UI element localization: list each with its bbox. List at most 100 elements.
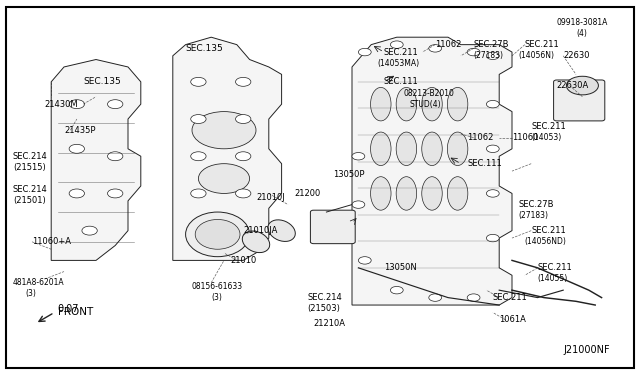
Text: SEC.211: SEC.211: [531, 122, 566, 131]
Circle shape: [198, 164, 250, 193]
Circle shape: [429, 294, 442, 301]
Circle shape: [69, 100, 84, 109]
Circle shape: [467, 48, 480, 56]
Text: SEC.214: SEC.214: [307, 293, 342, 302]
Ellipse shape: [268, 220, 295, 241]
Text: 21435P: 21435P: [64, 126, 95, 135]
PathPatch shape: [173, 37, 282, 260]
Ellipse shape: [422, 87, 442, 121]
Text: (21503): (21503): [307, 304, 340, 313]
Circle shape: [358, 48, 371, 56]
Text: 0.07: 0.07: [58, 304, 79, 314]
Text: J21000NF: J21000NF: [563, 345, 610, 355]
Text: 21430M: 21430M: [45, 100, 79, 109]
Text: SEC.135: SEC.135: [186, 44, 223, 53]
Text: SEC.211: SEC.211: [525, 40, 559, 49]
Circle shape: [486, 145, 499, 153]
Text: (14053MA): (14053MA): [378, 59, 420, 68]
FancyBboxPatch shape: [554, 80, 605, 121]
Ellipse shape: [371, 177, 391, 210]
Text: 21010JA: 21010JA: [243, 226, 278, 235]
Text: (21515): (21515): [13, 163, 45, 172]
Circle shape: [192, 112, 256, 149]
Circle shape: [429, 45, 442, 52]
Circle shape: [191, 115, 206, 124]
Ellipse shape: [396, 87, 417, 121]
Ellipse shape: [195, 219, 240, 249]
Text: SEC.211: SEC.211: [531, 226, 566, 235]
Circle shape: [191, 77, 206, 86]
Text: SEC.27B: SEC.27B: [518, 200, 554, 209]
Circle shape: [486, 234, 499, 242]
Text: (27183): (27183): [474, 51, 504, 60]
Text: SEC.211: SEC.211: [493, 293, 527, 302]
Circle shape: [236, 115, 251, 124]
Text: 11060+A: 11060+A: [32, 237, 71, 246]
Ellipse shape: [396, 177, 417, 210]
Ellipse shape: [422, 177, 442, 210]
Text: (14055): (14055): [538, 275, 568, 283]
Circle shape: [108, 152, 123, 161]
Circle shape: [390, 286, 403, 294]
Text: 11062: 11062: [435, 40, 461, 49]
Text: 08213-B2010: 08213-B2010: [403, 89, 454, 97]
Circle shape: [69, 144, 84, 153]
Text: (14053): (14053): [531, 133, 561, 142]
Text: 21010: 21010: [230, 256, 257, 265]
Ellipse shape: [371, 132, 391, 166]
Circle shape: [191, 189, 206, 198]
Text: STUD(4): STUD(4): [410, 100, 441, 109]
Circle shape: [486, 190, 499, 197]
Circle shape: [191, 152, 206, 161]
Text: SEC.211: SEC.211: [538, 263, 572, 272]
Text: (27183): (27183): [518, 211, 548, 220]
Text: 11060: 11060: [512, 133, 538, 142]
Text: (3): (3): [211, 293, 222, 302]
Ellipse shape: [243, 231, 269, 253]
Ellipse shape: [396, 132, 417, 166]
Circle shape: [108, 189, 123, 198]
PathPatch shape: [51, 60, 141, 260]
Text: 21200: 21200: [294, 189, 321, 198]
Circle shape: [236, 152, 251, 161]
Text: 08156-61633: 08156-61633: [192, 282, 243, 291]
Circle shape: [467, 294, 480, 301]
Circle shape: [486, 100, 499, 108]
Text: SEC.214: SEC.214: [13, 185, 47, 194]
Ellipse shape: [447, 132, 468, 166]
Ellipse shape: [447, 87, 468, 121]
FancyBboxPatch shape: [310, 210, 355, 244]
Circle shape: [566, 76, 598, 95]
Text: SEC.111: SEC.111: [467, 159, 502, 168]
Text: SEC.211: SEC.211: [384, 48, 419, 57]
Circle shape: [82, 226, 97, 235]
Text: 22630A: 22630A: [557, 81, 589, 90]
Circle shape: [69, 189, 84, 198]
Text: (21501): (21501): [13, 196, 45, 205]
Text: (4): (4): [576, 29, 587, 38]
Text: SEC.214: SEC.214: [13, 152, 47, 161]
Ellipse shape: [447, 177, 468, 210]
Ellipse shape: [422, 132, 442, 166]
Circle shape: [352, 201, 365, 208]
Text: 21010J: 21010J: [256, 193, 285, 202]
Text: (3): (3): [26, 289, 36, 298]
Text: SEC.27B: SEC.27B: [474, 40, 509, 49]
Text: 13050N: 13050N: [384, 263, 417, 272]
Text: (14056N): (14056N): [518, 51, 554, 60]
Text: FRONT: FRONT: [58, 308, 93, 317]
Text: 21210A: 21210A: [314, 319, 346, 328]
Circle shape: [358, 257, 371, 264]
Circle shape: [390, 41, 403, 48]
Text: 11062: 11062: [467, 133, 493, 142]
Text: (14056ND): (14056ND): [525, 237, 566, 246]
Text: 481A8-6201A: 481A8-6201A: [13, 278, 65, 287]
Circle shape: [486, 52, 499, 60]
Circle shape: [236, 189, 251, 198]
Text: 09918-3081A: 09918-3081A: [557, 18, 608, 27]
PathPatch shape: [352, 37, 512, 305]
Text: 1061A: 1061A: [499, 315, 526, 324]
Ellipse shape: [186, 212, 250, 257]
Circle shape: [352, 153, 365, 160]
Circle shape: [108, 100, 123, 109]
